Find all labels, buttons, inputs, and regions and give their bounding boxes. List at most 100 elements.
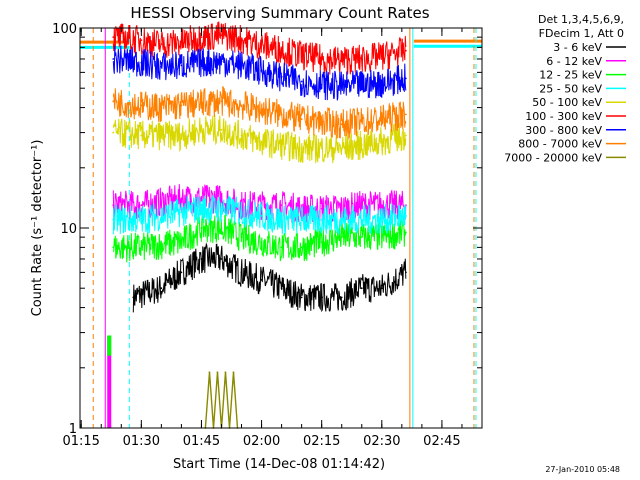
data-point-12-25-kev-7 [280,246,283,249]
legend-label-300-800-kev: 300 - 800 keV [525,124,602,137]
plot-area: 01:15 01:30 01:45 02:00 02:15 02:30 02:45 1 10 10… [52,21,483,449]
data-point-12-25-kev-8 [300,246,303,249]
data-point-300-800-kev-11 [340,85,343,88]
data-point-7000-20000-kev-3 [216,371,219,374]
data-point-300-800-kev-3 [180,64,183,67]
data-point-300-800-kev-5 [220,60,223,63]
data-point-100-300-kev-6 [240,38,243,41]
data-point-800-7000-kev-12 [360,120,363,123]
x-tick-label-5: 02:30 [363,434,400,449]
data-point-6-12-kev-10 [340,207,343,210]
series-25-50-kev [112,195,407,235]
data-point-25-50-kev-4 [220,207,223,210]
data-point-800-7000-kev-5 [220,100,223,103]
data-point-25-50-kev-6 [260,214,263,217]
data-point-3-6-kev-3 [200,258,203,260]
data-point-25-50-kev-11 [360,218,363,221]
x-tick-label-3: 02:00 [243,434,280,449]
data-point-50-100-kev-9 [300,147,303,150]
data-point-12-25-kev-10 [340,236,343,239]
data-point-300-800-kev-7 [260,70,263,72]
footer-timestamp: 27-Jan-2010 05:48 [545,465,620,474]
data-point-3-6-kev-8 [300,296,303,299]
data-point-6-12-kev-1 [140,204,143,207]
data-point-300-800-kev-12 [360,83,363,86]
chart-title: HESSI Observing Summary Count Rates [130,4,429,22]
y-axis-label: Count Rate (s⁻¹ detector⁻¹) [30,140,45,317]
legend-label-7000-20000-kev: 7000 - 20000 keV [504,151,602,164]
data-point-100-300-kev-11 [340,59,343,62]
data-point-12-25-kev-0 [112,246,115,249]
data-point-800-7000-kev-10 [320,120,323,123]
bar-segment-12-25-kev [107,335,112,356]
legend-label-50-100-kev: 50 - 100 keV [532,96,602,109]
data-point-800-7000-kev-14 [404,113,407,116]
data-point-300-800-kev-8 [280,75,283,78]
data-point-50-100-kev-5 [220,128,223,131]
data-point-50-100-kev-6 [240,134,243,137]
data-point-50-100-kev-10 [320,147,323,150]
data-point-25-50-kev-5 [240,211,243,214]
data-point-800-7000-kev-3 [180,104,183,107]
data-point-100-300-kev-12 [360,58,363,60]
legend-label-100-300-kev: 100 - 300 keV [525,110,602,123]
data-point-50-100-kev-12 [360,144,363,146]
data-point-50-100-kev-7 [260,140,263,143]
data-point-300-800-kev-13 [380,82,383,85]
data-point-3-6-kev-7 [280,287,283,290]
data-point-100-300-kev-9 [300,54,303,57]
data-point-25-50-kev-12 [380,218,383,221]
data-point-50-100-kev-0 [112,131,115,134]
data-point-12-25-kev-13 [404,231,407,234]
series-50-100-kev [112,114,407,164]
data-point-25-50-kev-9 [320,218,323,221]
data-point-25-50-kev-0 [112,218,115,221]
data-point-50-100-kev-1 [140,134,143,137]
data-point-300-800-kev-2 [160,65,163,68]
data-point-12-25-kev-3 [200,227,203,229]
legend-header-line-1: Det 1,3,4,5,6,9, [538,13,624,26]
data-point-100-300-kev-4 [200,36,203,39]
data-point-300-800-kev-4 [200,61,203,64]
data-point-800-7000-kev-9 [300,118,303,121]
data-point-25-50-kev-3 [200,207,203,210]
data-point-300-800-kev-6 [240,64,243,67]
data-point-6-12-kev-3 [200,197,203,200]
data-point-3-6-kev-0 [132,296,135,299]
series-800-7000-kev [112,86,407,140]
series-line-6-12-kev [112,184,407,224]
data-point-3-6-kev-12 [380,287,383,290]
data-point-7000-20000-kev-5 [224,371,227,374]
series-3-6-kev [132,242,407,313]
data-point-25-50-kev-8 [300,218,303,221]
data-point-25-50-kev-2 [180,211,183,214]
series-line-25-50-kev [112,195,407,235]
data-point-6-12-kev-12 [380,204,383,207]
series-line-100-300-kev [112,21,407,77]
data-point-50-100-kev-2 [160,134,163,137]
data-point-6-12-kev-9 [320,207,323,210]
data-point-50-100-kev-14 [404,134,407,137]
x-axis-label: Start Time (14-Dec-08 01:14:42) [173,457,385,472]
legend: Det 1,3,4,5,6,9, FDecim 1, Att 0 3 - 6 k… [504,13,626,164]
x-tick-label-2: 01:45 [183,434,220,449]
data-point-50-100-kev-13 [380,140,383,143]
data-point-50-100-kev-8 [280,144,283,146]
data-point-100-300-kev-10 [320,58,323,60]
data-point-50-100-kev-11 [340,147,343,150]
bar-segment-6-12-kev [107,335,112,428]
data-point-50-100-kev-3 [180,134,183,137]
data-point-7000-20000-kev-1 [208,371,211,374]
data-point-3-6-kev-1 [160,287,163,290]
x-tick-label-1: 01:30 [123,434,160,449]
y-tick-label-2: 100 [52,22,77,37]
data-point-3-6-kev-2 [180,271,183,274]
data-point-100-300-kev-2 [160,43,163,46]
legend-label-6-12-kev: 6 - 12 keV [546,55,602,68]
data-point-6-12-kev-2 [180,197,183,200]
data-point-3-6-kev-5 [240,271,243,274]
data-point-3-6-kev-11 [360,287,363,290]
data-point-6-12-kev-0 [112,204,115,207]
data-point-25-50-kev-10 [340,218,343,221]
